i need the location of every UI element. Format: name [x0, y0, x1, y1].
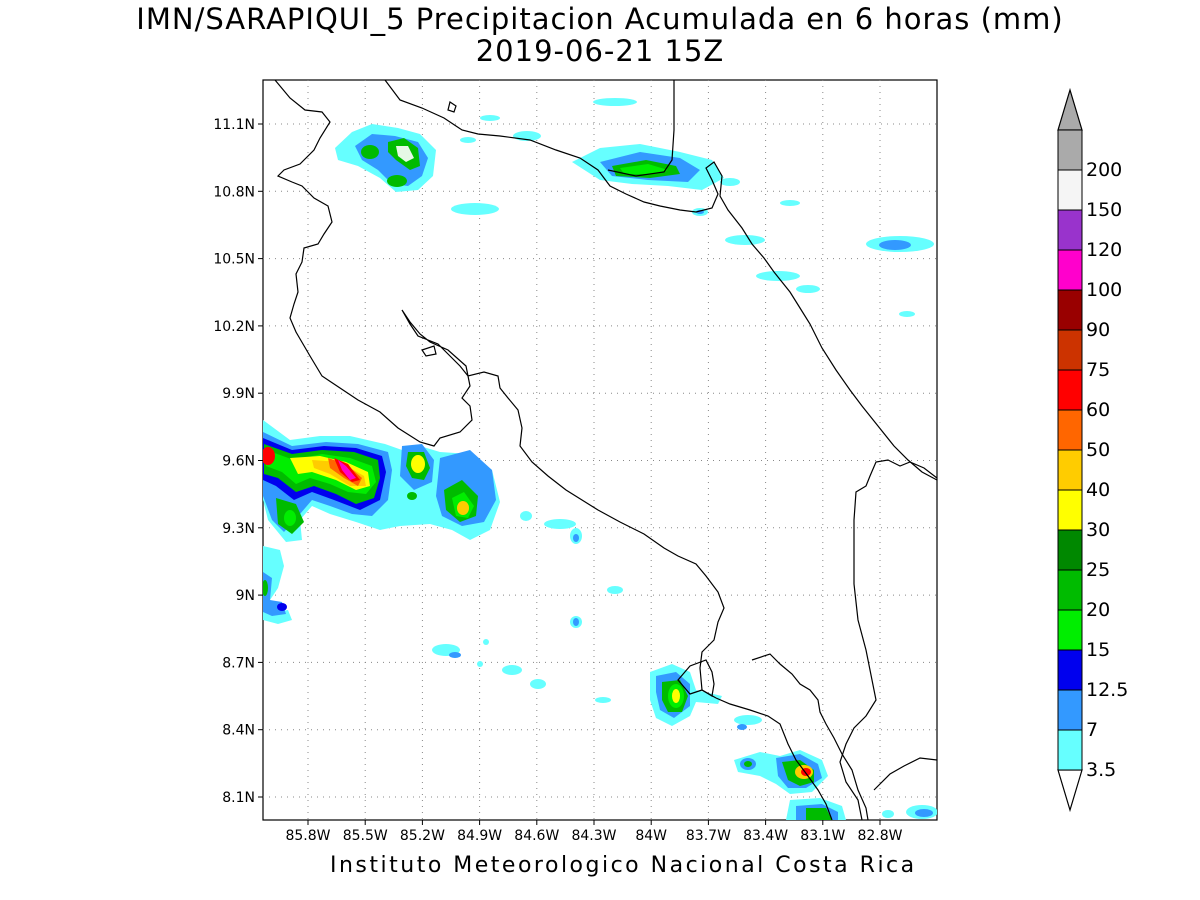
colorbar-label: 12.5	[1086, 679, 1128, 701]
colorbar-label: 120	[1086, 239, 1122, 261]
colorbar-segment	[1057, 249, 1083, 291]
x-axis: 85.8W 85.5W 85.2W 84.9W 84.6W 84.3W 84W 83.7W 83…	[285, 820, 903, 844]
precip-cell-southeast	[734, 750, 937, 820]
y-tick-label: 10.8N	[213, 184, 255, 200]
colorbar-label: 3.5	[1086, 759, 1116, 781]
y-tick-label: 8.1N	[222, 790, 255, 806]
precip-cell-north-caribbean	[572, 144, 724, 190]
colorbar-label: 50	[1086, 439, 1110, 461]
x-tick-label: 85.2W	[400, 828, 445, 844]
colorbar-label: 20	[1086, 599, 1110, 621]
colorbar-segment	[1057, 169, 1083, 211]
y-tick-label: 9N	[236, 588, 255, 604]
precipitation-layer	[263, 98, 937, 820]
y-tick-label: 11.1N	[213, 117, 255, 133]
y-tick-label: 9.3N	[222, 521, 255, 537]
colorbar-segment	[1057, 329, 1083, 371]
y-tick-label: 9.9N	[222, 386, 255, 402]
x-tick-label: 84.3W	[571, 828, 616, 844]
colorbar-segment	[1057, 449, 1083, 491]
colorbar-segment	[1057, 369, 1083, 411]
y-axis: 11.1N 10.8N 10.5N 10.2N 9.9N 9.6N 9.3N 9N 8.7N 8.…	[213, 117, 263, 806]
precip-cell-west-edge	[263, 546, 292, 624]
colorbar-label: 40	[1086, 479, 1110, 501]
colorbar-upper-arrow	[1057, 87, 1083, 131]
map-grid	[263, 80, 937, 820]
colorbar-segment	[1057, 489, 1083, 531]
x-tick-label: 84W	[635, 828, 667, 844]
colorbar-label: 75	[1086, 359, 1110, 381]
y-tick-label: 10.2N	[213, 319, 255, 335]
colorbar-segment	[1057, 289, 1083, 331]
colorbar-segment	[1057, 609, 1083, 651]
colorbar-segment	[1057, 689, 1083, 731]
y-tick-label: 9.6N	[222, 454, 255, 470]
coastlines-and-borders	[274, 80, 937, 820]
x-tick-label: 85.5W	[343, 828, 388, 844]
colorbar-label: 60	[1086, 399, 1110, 421]
x-tick-label: 84.9W	[457, 828, 502, 844]
y-tick-label: 8.4N	[222, 723, 255, 739]
colorbar-label: 7	[1086, 719, 1098, 741]
precip-cell-north-guanacaste	[335, 124, 436, 192]
map-subtitle-datetime: 2019-06-21 15Z	[475, 34, 725, 68]
colorbar-segment	[1057, 729, 1083, 771]
colorbar-segment	[1057, 649, 1083, 691]
colorbar-legend: 3.5 7 12.5 15 20 25 30 40 50 60 75 90 100 120 150 200	[1057, 87, 1128, 813]
x-tick-label: 84.6W	[514, 828, 559, 844]
x-tick-label: 82.8W	[857, 828, 902, 844]
colorbar-segment	[1057, 129, 1083, 171]
colorbar-segment	[1057, 529, 1083, 571]
colorbar-segment	[1057, 209, 1083, 251]
colorbar-segment	[1057, 569, 1083, 611]
precip-cell-nicoya	[263, 420, 500, 542]
colorbar-label: 90	[1086, 319, 1110, 341]
colorbar-label: 25	[1086, 559, 1110, 581]
x-tick-label: 83.4W	[743, 828, 788, 844]
x-tick-label: 85.8W	[285, 828, 330, 844]
map-title: IMN/SARAPIQUI_5 Precipitacion Acumulada …	[136, 2, 1064, 36]
x-tick-label: 83.7W	[686, 828, 731, 844]
y-tick-label: 10.5N	[213, 252, 255, 268]
colorbar-label: 150	[1086, 199, 1122, 221]
colorbar-label: 30	[1086, 519, 1110, 541]
y-tick-label: 8.7N	[222, 655, 255, 671]
colorbar-label: 100	[1086, 279, 1122, 301]
precip-light-cells-central-inner	[449, 534, 579, 658]
footer-credit: Instituto Meteorologico Nacional Costa R…	[330, 853, 917, 878]
x-tick-label: 83.1W	[800, 828, 845, 844]
colorbar-label: 200	[1086, 159, 1122, 181]
colorbar-label: 15	[1086, 639, 1110, 661]
colorbar-lower-arrow	[1057, 769, 1083, 813]
colorbar-segment	[1057, 409, 1083, 451]
